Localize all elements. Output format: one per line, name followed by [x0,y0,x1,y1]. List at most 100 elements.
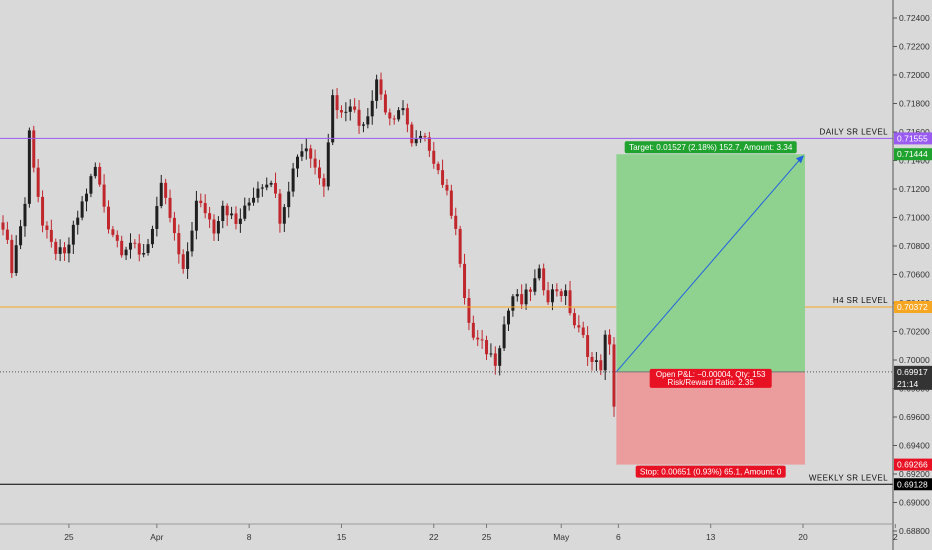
y-tick-label: 0.72400 [899,13,930,23]
candle-body [36,167,40,197]
candle-body [361,124,365,126]
time-axis[interactable]: 25 Apr 8 15 22 25 May 6 13 20 2 [64,524,898,542]
y-tick-label: 0.72000 [899,70,930,80]
candle-body [80,201,84,218]
current-price-badge-box [894,365,932,390]
candle-body [45,225,49,230]
candle-body [572,313,576,326]
candle-body [485,340,489,355]
stop-label-box [635,465,786,478]
y-tick-label: 0.70600 [899,270,930,280]
candle-body [247,202,251,206]
candle-body [67,244,71,254]
candle-body [23,203,27,227]
y-tick-label: 0.69400 [899,441,930,451]
h4-level-badge: 0.70372 [897,302,928,312]
candle-body [177,233,181,255]
candle-body [133,242,137,244]
x-tick-label: Apr [150,532,163,542]
sr-level-label: WEEKLY SR LEVEL [809,473,888,482]
x-tick-label: 15 [337,532,347,542]
weekly-level-badge: 0.69128 [897,479,928,489]
candle-body [357,109,361,126]
stop-label: Stop: 0.00651 (0.93%) 65.1, Amount: 0 [640,468,782,477]
candle-body [282,207,286,224]
candle-body [168,197,172,218]
candle-body [98,166,102,185]
candle-body [546,290,550,303]
candle-body [375,79,379,101]
h4-level-badge-box [894,300,932,313]
stop-price-badge-box [894,458,932,471]
candle-body [339,110,343,113]
candle-body [76,217,80,225]
candle-body [120,240,124,256]
candle-body [353,106,357,110]
y-tick-label: 0.71000 [899,213,930,223]
candle-body [300,151,304,157]
candle-body [49,229,53,242]
candle-body [269,182,273,185]
candle-body [221,205,225,222]
candle-body [603,334,607,371]
candle-body [577,325,581,328]
candle-body [568,290,572,314]
candle-body [27,130,31,204]
pnl-label: Open P&L: −0.00004, Qty: 153 [656,370,766,379]
y-tick-label: 0.71200 [899,184,930,194]
candle-body [256,188,260,198]
candle-body [63,247,67,254]
candle-body [463,263,467,298]
candle-body [5,229,9,240]
candle-body [159,182,163,207]
risk-reward-label: Risk/Reward Ratio: 2.35 [668,378,755,387]
x-tick-label: 25 [64,532,74,542]
candle-body [274,182,278,194]
long-position-tool[interactable]: Target: 0.01527 (2.18%) 152.7, Amount: 3… [616,141,805,478]
candle-body [419,135,423,140]
candle-body [278,193,282,224]
candle-body [260,187,264,189]
candle-body [203,203,207,214]
current-price-badge: 0.69917 [897,367,928,377]
candle-body [493,353,497,366]
candle-body [93,166,97,177]
candle-body [14,245,18,274]
y-tick-label: 0.71600 [899,127,930,137]
candle-body [313,158,317,168]
candle-body [85,193,89,202]
candles-layer [1,72,620,417]
candle-body [498,348,502,366]
y-tick-label: 0.69600 [899,412,930,422]
candle-body [106,206,110,230]
candle-body [445,184,449,191]
candle-body [331,95,335,143]
sr-level-label: H4 SR LEVEL [833,296,888,305]
x-tick-label: 2 [893,532,898,542]
candle-body [388,112,392,119]
candle-body [344,111,348,113]
candle-body [586,335,590,357]
candle-body [172,217,176,234]
candle-body [326,142,330,187]
candle-body [287,191,291,208]
candle-body [304,148,308,152]
candle-body [449,190,453,216]
candle-body [594,360,598,362]
candle-body [89,176,93,194]
candle-body [480,339,484,341]
candle-body [124,249,128,256]
candle-body [559,291,563,297]
candle-body [555,289,559,292]
candle-body [489,353,493,355]
candle-body [392,118,396,120]
candle-body [19,226,23,246]
candle-body [243,205,247,219]
candle-body [194,200,198,231]
candle-body [564,290,568,297]
candle-body [199,200,203,204]
candle-body [348,106,352,112]
candle-body [146,244,150,254]
candle-body [599,360,603,371]
